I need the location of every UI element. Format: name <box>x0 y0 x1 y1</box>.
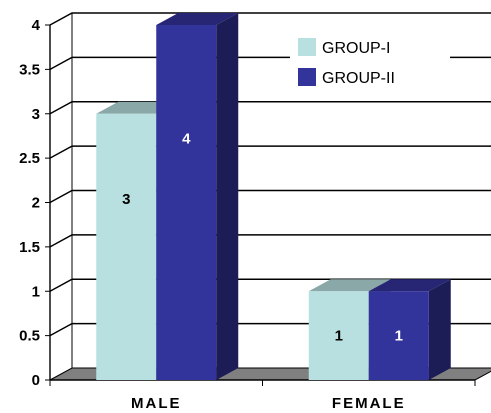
y-tick-label: 2 <box>32 195 40 212</box>
y-tick-label: 3 <box>32 106 40 123</box>
y-tick-label: 1 <box>32 283 40 300</box>
y-tick-labels: 0 0.5 1 1.5 2 2.5 3 3.5 4 <box>19 17 41 389</box>
y-tick-label: 3.5 <box>19 61 40 78</box>
data-label: 3 <box>122 191 130 208</box>
bar-top <box>156 13 239 25</box>
y-tick-label: 2.5 <box>19 150 40 167</box>
gridline-2.5 <box>49 145 491 159</box>
gridline-1.5 <box>49 234 491 248</box>
gridline-3 <box>49 101 491 115</box>
legend-label: GROUP-I <box>322 40 390 57</box>
legend-swatch <box>298 68 316 86</box>
bar-front <box>368 291 429 380</box>
bars <box>96 13 451 380</box>
y-tick-label: 4 <box>32 17 41 34</box>
y-tick-label: 0 <box>32 372 40 389</box>
bar-male-group-ii <box>156 13 239 380</box>
category-labels: MALE FEMALE <box>131 395 406 412</box>
gridline-4 <box>49 12 491 26</box>
legend-swatch <box>298 38 316 56</box>
gridline-2 <box>49 189 491 204</box>
legend-background <box>290 34 450 96</box>
y-tick-label: 1.5 <box>19 239 40 256</box>
bar-side <box>216 13 239 380</box>
category-label: MALE <box>131 395 182 412</box>
data-label: 1 <box>395 328 403 345</box>
bar-top <box>368 279 451 292</box>
bar-front <box>96 113 157 380</box>
data-label: 4 <box>182 131 191 148</box>
bar-front <box>308 291 369 380</box>
y-tick-label: 0.5 <box>19 328 40 345</box>
bar-top <box>308 279 391 292</box>
legend: GROUP-I GROUP-II <box>290 34 450 96</box>
bar-front <box>156 25 217 380</box>
bar-side <box>428 279 451 380</box>
legend-label: GROUP-II <box>322 70 395 87</box>
bar-female-group-ii <box>368 279 451 380</box>
data-label: 1 <box>335 328 343 345</box>
category-label: FEMALE <box>332 395 406 412</box>
data-labels: 3 4 1 1 <box>122 131 403 345</box>
